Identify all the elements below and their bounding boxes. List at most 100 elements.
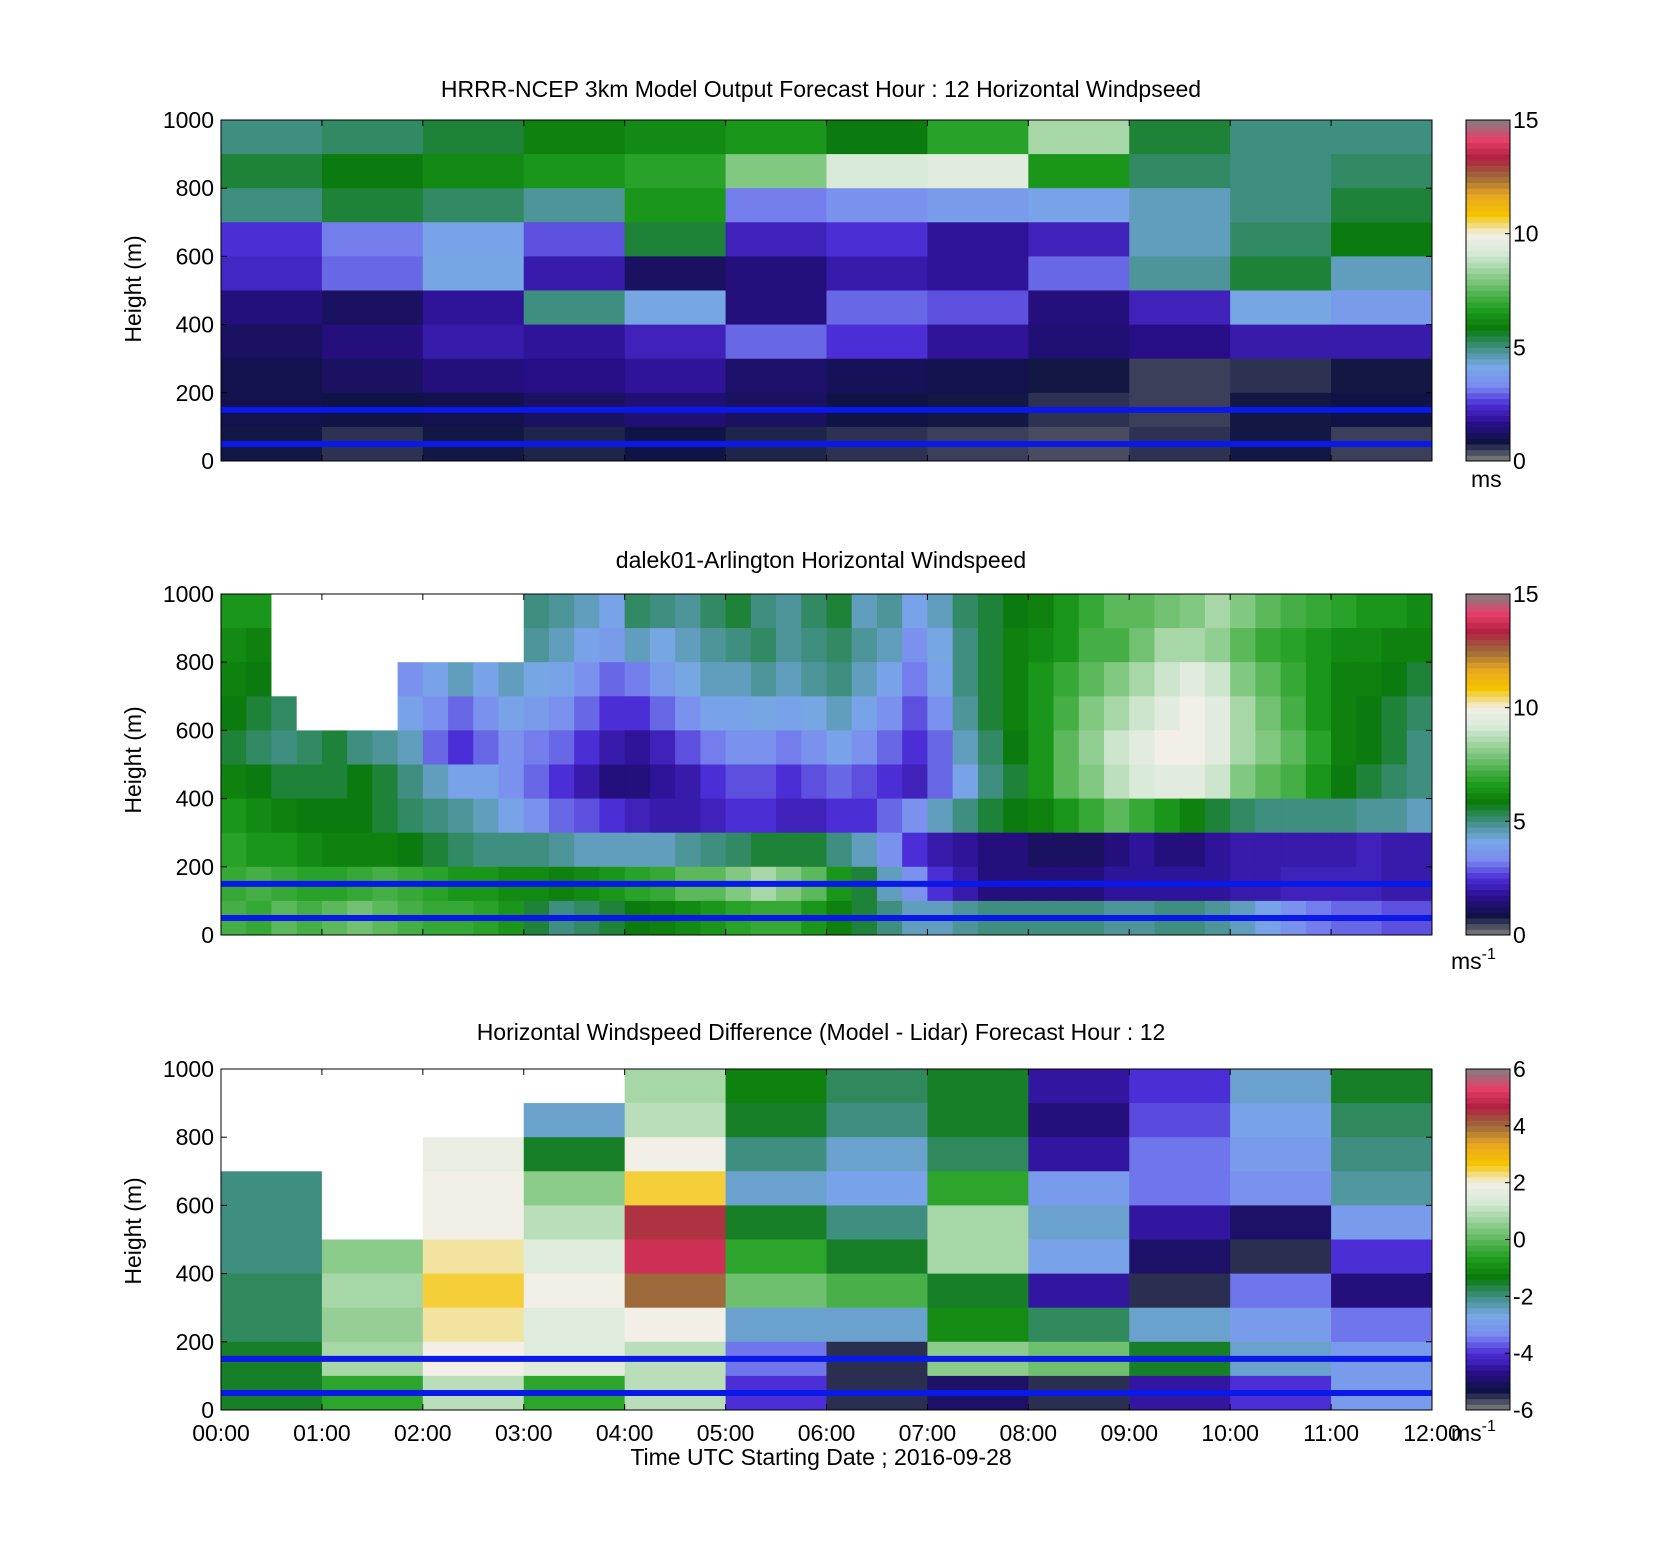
- lidar-heatmap-cell: [725, 594, 752, 629]
- lidar-heatmap-cell: [1356, 832, 1383, 868]
- lidar-heatmap-cell: [448, 798, 474, 834]
- difference-heatmap-cell: [624, 1273, 727, 1309]
- lidar-heatmap-cell: [1230, 798, 1256, 834]
- lidar-heatmap-cell: [801, 730, 827, 765]
- lidar-colorbar-segment: [1466, 917, 1510, 925]
- lidar-heatmap-cell: [1204, 730, 1231, 765]
- model-heatmap-cell: [826, 256, 928, 291]
- lidar-heatmap-cell: [296, 662, 323, 697]
- model-colorbar-segment: [1466, 165, 1510, 172]
- lidar-heatmap-cell: [1204, 764, 1231, 800]
- lidar-heatmap-cell: [1255, 628, 1282, 663]
- model-heatmap-cell: [1129, 222, 1231, 257]
- lidar-heatmap-cell: [876, 764, 903, 800]
- lidar-heatmap-cell: [1280, 594, 1307, 629]
- lidar-heatmap-cell: [952, 594, 979, 629]
- difference-colorbar-segment: [1466, 1211, 1510, 1218]
- lidar-heatmap-cell: [448, 696, 474, 731]
- model-heatmap-cell: [221, 222, 323, 257]
- difference-unit-sup: -1: [1482, 1418, 1496, 1435]
- difference-colorbar-segment: [1466, 1239, 1510, 1246]
- lidar-heatmap-cell: [1280, 798, 1307, 834]
- lidar-ytick-label: 1000: [163, 581, 214, 607]
- lidar-heatmap-cell: [725, 798, 752, 834]
- lidar-heatmap-cell: [649, 730, 676, 765]
- lidar-heatmap-cell: [448, 832, 474, 868]
- difference-colorbar-segment: [1466, 1114, 1510, 1121]
- lidar-heatmap-cell: [700, 594, 727, 629]
- model-heatmap-cell: [1028, 222, 1130, 257]
- model-heatmap-cell: [1230, 154, 1332, 189]
- model-colorbar-segment: [1466, 415, 1510, 422]
- model-heatmap-cell: [1230, 358, 1332, 394]
- difference-heatmap-cell: [826, 1103, 928, 1138]
- lidar-colorbar-segment: [1466, 912, 1510, 919]
- difference-heatmap-cell: [422, 1137, 525, 1172]
- difference-heatmap-cell: [321, 1137, 424, 1172]
- model-heatmap-cell: [624, 222, 727, 257]
- difference-heatmap-cell: [1331, 1137, 1433, 1172]
- model-ytick-label: 200: [176, 380, 214, 406]
- model-colorbar-segment: [1466, 142, 1510, 149]
- difference-heatmap-cell: [321, 1307, 424, 1343]
- lidar-heatmap-cell: [1028, 628, 1055, 663]
- lidar-heatmap-cell: [1204, 798, 1231, 834]
- lidar-heatmap-cell: [296, 730, 323, 765]
- lidar-heatmap-cell: [1129, 832, 1155, 868]
- difference-colorbar-segment: [1466, 1404, 1510, 1411]
- difference-colorbar-segment: [1466, 1131, 1510, 1138]
- difference-heatmap-cell: [221, 1069, 323, 1104]
- difference-heatmap-cell: [725, 1307, 827, 1343]
- lidar-heatmap-cell: [372, 798, 399, 834]
- difference-ytick-label: 800: [176, 1124, 214, 1150]
- model-colorbar-segment: [1466, 171, 1510, 178]
- difference-colorbar-segment: [1466, 1370, 1510, 1377]
- difference-colorbar-segment: [1466, 1103, 1510, 1110]
- lidar-heatmap-cell: [675, 764, 701, 800]
- difference-heatmap-cell: [422, 1273, 525, 1309]
- lidar-heatmap-cell: [1280, 662, 1307, 697]
- lidar-heatmap-cell: [952, 730, 979, 765]
- model-heatmap-cell: [1331, 188, 1433, 223]
- model-heatmap-cell: [221, 324, 323, 360]
- lidar-heatmap-cell: [1331, 696, 1357, 731]
- lidar-heatmap-cell: [1104, 730, 1130, 765]
- difference-heatmap-cell: [221, 1137, 323, 1172]
- difference-panel: Horizontal Windspeed Difference (Model -…: [120, 1019, 1534, 1470]
- model-colorbar-segment: [1466, 307, 1510, 314]
- lidar-heatmap-cell: [675, 696, 701, 731]
- model-heatmap-cell: [1230, 222, 1332, 257]
- difference-heatmap-cell: [1028, 1171, 1130, 1206]
- lidar-heatmap-cell: [1179, 696, 1206, 731]
- difference-heatmap-cell: [321, 1239, 424, 1275]
- model-heatmap-cell: [1028, 290, 1130, 326]
- lidar-colorbar-segment: [1466, 827, 1510, 834]
- difference-heatmap-cell: [422, 1069, 525, 1104]
- lidar-ytick-label: 400: [176, 786, 214, 812]
- lidar-heatmap-cell: [498, 594, 525, 629]
- difference-heatmap-cell: [624, 1239, 727, 1275]
- lidar-heatmap-cell: [448, 662, 474, 697]
- model-heatmap-cell: [221, 120, 323, 155]
- difference-heatmap-cell: [1331, 1205, 1433, 1240]
- difference-unit-base: ms: [1451, 1420, 1482, 1446]
- lidar-heatmap-cell: [1078, 696, 1105, 731]
- lidar-ytick-label: 800: [176, 649, 214, 675]
- lidar-heatmap-cell: [1028, 798, 1055, 834]
- lidar-heatmap-cell: [1381, 594, 1408, 629]
- lidar-colorbar-segment: [1466, 878, 1510, 885]
- difference-colorbar-segment: [1466, 1137, 1510, 1144]
- lidar-colorbar-segment: [1466, 599, 1510, 606]
- lidar-heatmap-cell: [1129, 730, 1155, 765]
- lidar-heatmap-cell: [1280, 730, 1307, 765]
- lidar-colorbar-segment: [1466, 713, 1510, 720]
- model-heatmap-cell: [321, 154, 424, 189]
- lidar-heatmap-cell: [1028, 730, 1055, 765]
- difference-colorbar-segment: [1466, 1290, 1510, 1297]
- lidar-colorbar-segment: [1466, 866, 1510, 873]
- lidar-heatmap-cell: [1154, 594, 1181, 629]
- lidar-colorbar-segment: [1466, 838, 1510, 845]
- lidar-heatmap-cell: [221, 696, 247, 731]
- lidar-heatmap-cell: [1204, 696, 1231, 731]
- lidar-colorbar-segment: [1466, 855, 1510, 862]
